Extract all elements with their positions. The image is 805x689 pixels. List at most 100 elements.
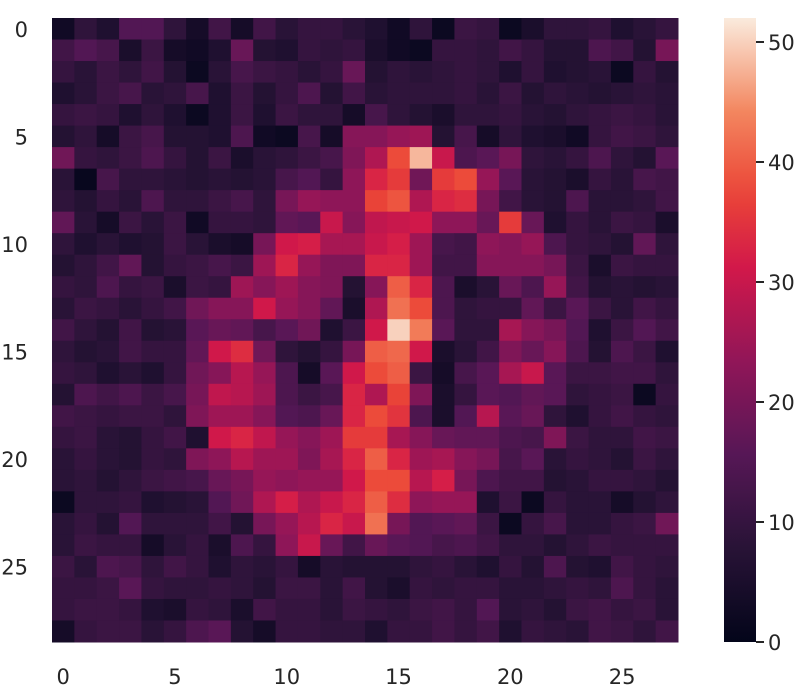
heatmap-cell [588,104,612,127]
heatmap-cell [633,469,657,492]
heatmap-cell [253,254,277,277]
heatmap-cell [387,18,411,41]
heatmap-cell [432,211,455,234]
heatmap-cell [52,534,75,557]
heatmap-cell [163,254,187,277]
heatmap-cell [454,190,478,213]
heatmap-cell [633,168,657,191]
x-tick-label: 20 [497,665,524,689]
heatmap-cell [275,319,299,342]
heatmap-cell [409,405,433,428]
heatmap-cell [633,39,657,62]
heatmap-cell [297,190,321,213]
heatmap-cell [208,512,232,535]
heatmap-cell [297,168,321,191]
heatmap-cell [633,61,657,84]
heatmap-cell [633,297,657,320]
heatmap-cell [119,125,142,148]
heatmap-cell [610,125,634,148]
heatmap-cell [119,383,142,406]
heatmap-cell [454,362,478,385]
heatmap-cell [499,125,522,148]
heatmap-cell [566,104,590,127]
heatmap-cell [432,534,455,557]
heatmap-cell [320,211,344,234]
heatmap-cell [320,61,344,84]
heatmap-cell [633,534,657,557]
heatmap-cell [297,362,321,385]
heatmap-cell [543,362,567,385]
heatmap-cell [655,340,679,363]
heatmap-cell [119,362,142,385]
heatmap-cell [432,512,455,535]
heatmap-cell [365,82,388,105]
heatmap-cell [52,362,75,385]
heatmap-cell [387,147,411,170]
heatmap-cell [186,276,209,299]
heatmap-cell [253,577,277,600]
heatmap-cell [342,405,366,428]
heatmap-cell [409,233,433,256]
heatmap-cell [163,147,187,170]
heatmap-cell [96,297,120,320]
heatmap-cell [566,534,590,557]
heatmap-cell [119,233,142,256]
heatmap-cell [588,383,612,406]
heatmap-cell [566,405,590,428]
heatmap-cell [186,555,209,578]
heatmap-cell [476,491,500,514]
heatmap-cell [230,448,254,471]
heatmap-cell [163,448,187,471]
heatmap-cell [119,39,142,62]
heatmap-cell [454,168,478,191]
heatmap-cell [74,211,98,234]
heatmap-cell [74,491,98,514]
heatmap-cell [253,512,277,535]
heatmap-cell [253,147,277,170]
heatmap-cell [387,276,411,299]
heatmap-cell [521,39,545,62]
heatmap-cell [297,18,321,41]
heatmap-cell [432,147,455,170]
heatmap-cell [342,577,366,600]
heatmap-cell [163,598,187,621]
y-tick-label: 5 [15,125,28,149]
heatmap-cell [186,319,209,342]
heatmap-cell [543,233,567,256]
heatmap-cell [521,426,545,449]
heatmap-cell [119,147,142,170]
heatmap-cell [163,512,187,535]
heatmap-cell [342,104,366,127]
heatmap-cell [208,577,232,600]
heatmap-cell [365,405,388,428]
heatmap-cell [476,168,500,191]
heatmap-cell [52,512,75,535]
heatmap-cell [74,340,98,363]
heatmap-cell [230,534,254,557]
heatmap-cell [297,469,321,492]
heatmap-cell [610,18,634,41]
heatmap-cell [74,469,98,492]
heatmap-cell [186,620,209,643]
heatmap-cell [297,233,321,256]
heatmap-cell [521,383,545,406]
x-axis-ticks: 0 5 10 15 20 25 [56,665,635,689]
heatmap-cell [543,448,567,471]
heatmap-cell [186,426,209,449]
heatmap-cell [610,534,634,557]
heatmap-cell [163,426,187,449]
heatmap-cell [633,362,657,385]
heatmap-cell [499,276,522,299]
heatmap-cell [476,405,500,428]
heatmap-cell [633,82,657,105]
heatmap-cell [230,276,254,299]
heatmap-cell [610,276,634,299]
colorbar-tick-label: 30 [768,271,795,295]
heatmap-cell [543,405,567,428]
heatmap-cell [543,276,567,299]
heatmap-cell [320,534,344,557]
heatmap-cell [610,61,634,84]
heatmap-cell [454,39,478,62]
heatmap-cell [387,426,411,449]
heatmap-cell [409,39,433,62]
